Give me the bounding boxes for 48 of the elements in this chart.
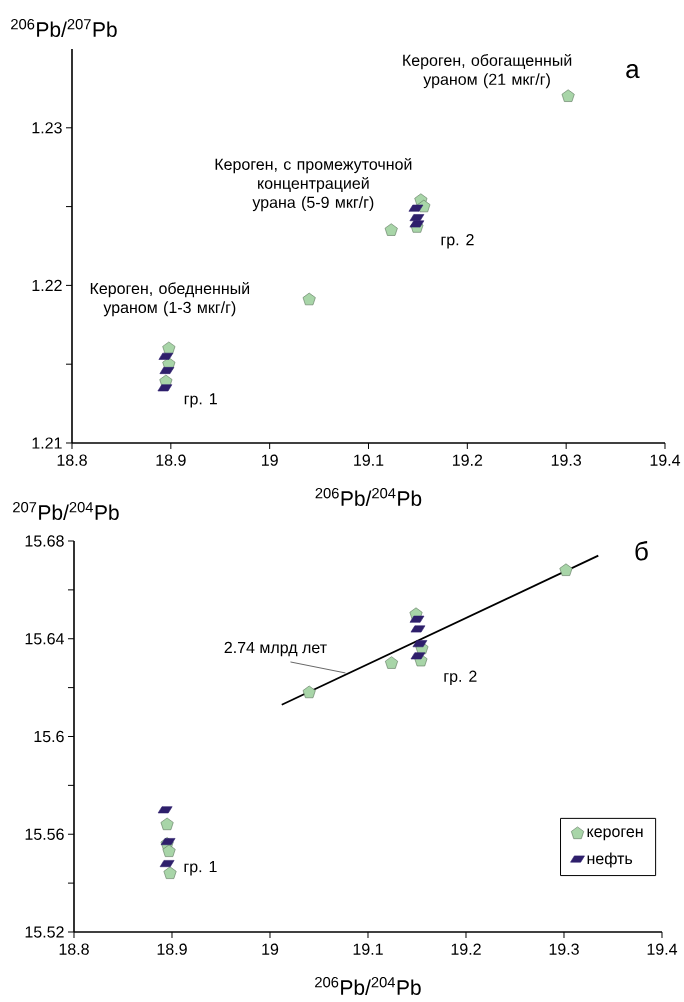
- point: [561, 89, 575, 102]
- y-tick-label: 1.21: [32, 437, 62, 449]
- x-tick-label: 19.3: [549, 943, 579, 955]
- annotation: Кероген, с промежуточной концентрацией урана (5-9 мкг/г): [215, 157, 412, 212]
- y-tick-label: 15.52: [25, 926, 64, 938]
- point: [559, 563, 573, 576]
- annotation: 2.74 млрд лет: [224, 641, 327, 657]
- x-tick-label: 19.2: [451, 943, 481, 955]
- x-axis-title: $^{206}$Pb/$^{204}$Pb: [315, 488, 422, 506]
- point: [302, 685, 316, 699]
- annotation: а: [626, 63, 640, 79]
- point: [160, 817, 174, 831]
- x-tick-label: 18.9: [157, 943, 187, 955]
- point: [384, 223, 398, 236]
- annotation: б: [635, 541, 648, 561]
- point: [162, 341, 176, 354]
- y-tick-label: 1.23: [32, 122, 62, 134]
- x-tick-label: 18.8: [59, 943, 89, 955]
- x-tick-label: 19: [262, 943, 279, 955]
- x-tick-label: 19.4: [650, 454, 681, 466]
- annotation: гр. 1: [184, 861, 217, 876]
- annotation: Кероген, обедненный ураном (1-3 мкг/г): [90, 282, 250, 317]
- x-axis-title: $^{206}$Pb/$^{204}$Pb: [315, 977, 421, 995]
- point: [385, 656, 399, 669]
- y-tick-label: 15.68: [25, 535, 64, 547]
- point: [162, 844, 176, 857]
- point: [163, 866, 177, 879]
- annotation: Кероген, обогащенный ураном (21 мкг/г): [403, 53, 572, 89]
- x-tick-label: 18.8: [57, 454, 87, 466]
- x-tick-label: 19.2: [453, 454, 483, 466]
- y-tick-label: 15.6: [34, 730, 64, 743]
- x-tick-label: 19: [262, 454, 278, 466]
- annotation: гр. 2: [441, 234, 474, 249]
- y-tick-label: 15.56: [25, 828, 64, 840]
- x-tick-label: 19.4: [647, 943, 678, 955]
- annotation: гр. 2: [444, 670, 477, 686]
- annotation: гр. 1: [184, 393, 217, 408]
- point: [302, 292, 316, 306]
- legend-label: нефть: [587, 852, 633, 868]
- y-tick-label: 1.22: [32, 279, 62, 291]
- x-tick-label: 19.1: [354, 454, 384, 466]
- x-tick-label: 18.9: [156, 454, 186, 466]
- legend-label: кероген: [587, 828, 643, 841]
- y-tick-label: 15.64: [25, 633, 65, 645]
- x-tick-label: 19.3: [551, 454, 582, 466]
- y-axis-title: $^{207}$Pb/$^{204}$Pb: [13, 502, 119, 520]
- y-axis-title: $^{206}$Pb/$^{207}$Pb: [11, 19, 117, 37]
- x-tick-label: 19.1: [353, 943, 383, 955]
